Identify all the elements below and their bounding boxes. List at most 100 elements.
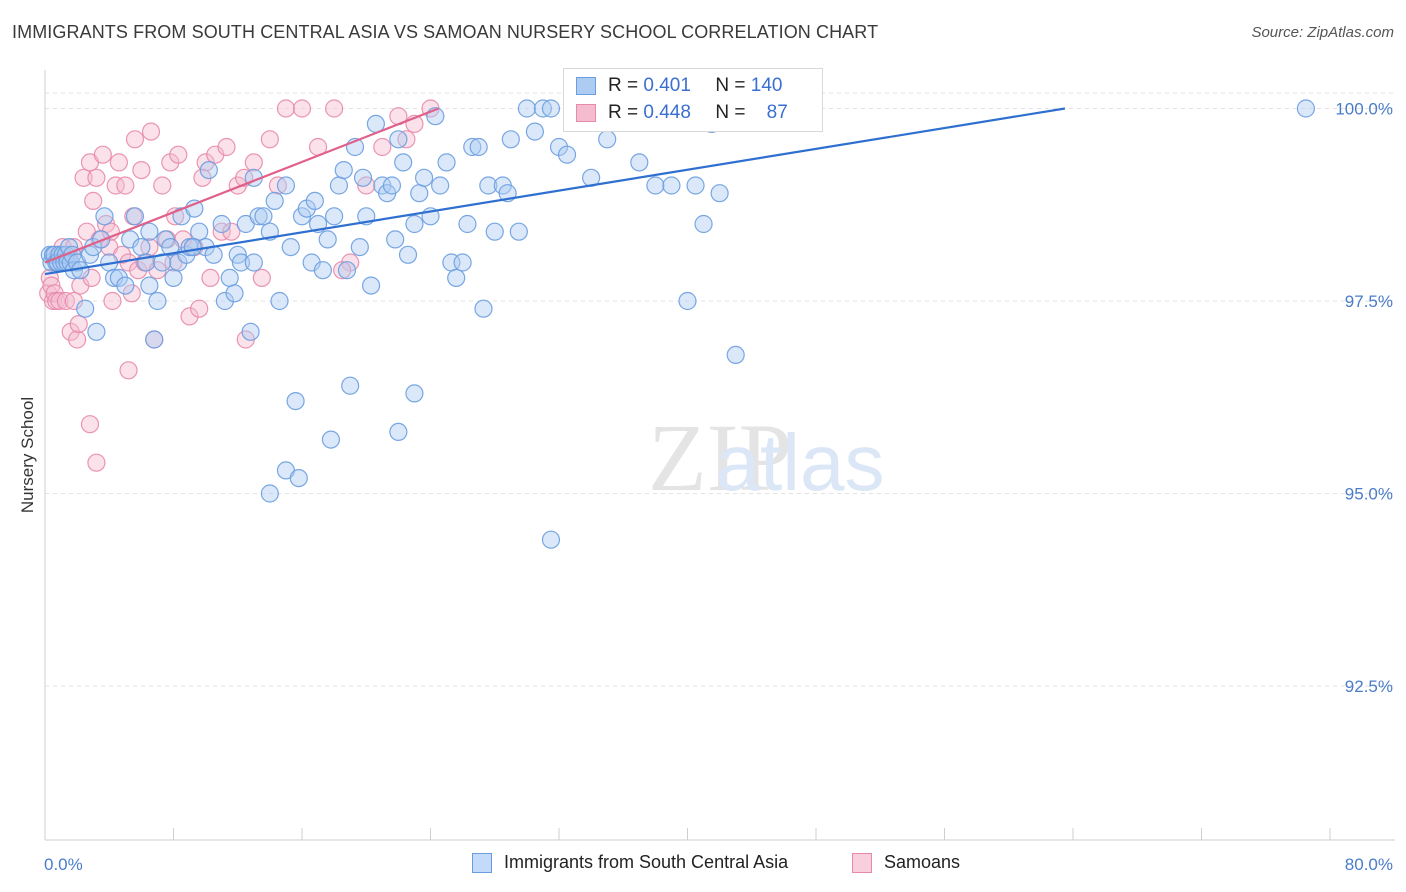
series-legend: Immigrants from South Central Asia Samoa…: [0, 852, 1406, 878]
point-samoan: [333, 261, 352, 280]
point-south-central-asia: [318, 230, 337, 249]
point-samoan: [141, 122, 161, 141]
point-south-central-asia: [140, 276, 159, 295]
point-south-central-asia: [289, 469, 308, 488]
correlation-legend: R = 0.401 N = 140 R = 0.448 N = 87: [563, 68, 823, 132]
point-south-central-asia: [382, 176, 402, 195]
point-south-central-asia: [276, 176, 296, 195]
point-samoan: [244, 153, 263, 172]
point-south-central-asia: [541, 530, 561, 549]
axes: [44, 70, 1395, 841]
point-south-central-asia: [437, 153, 456, 172]
point-south-central-asia: [414, 168, 434, 187]
series-samoans: [39, 99, 440, 472]
r-label-pink: R =: [608, 102, 639, 123]
point-samoan: [292, 99, 312, 118]
point-samoan: [103, 291, 122, 311]
point-south-central-asia: [541, 99, 561, 118]
point-south-central-asia: [148, 291, 167, 311]
point-south-central-asia: [87, 322, 106, 341]
point-south-central-asia: [474, 299, 493, 318]
point-south-central-asia: [447, 268, 466, 287]
point-south-central-asia: [212, 214, 231, 234]
point-samoan: [109, 153, 128, 172]
point-south-central-asia: [479, 176, 498, 195]
point-south-central-asia: [220, 268, 239, 287]
point-samoan: [84, 191, 103, 210]
n-value-pink: 87: [766, 102, 788, 123]
point-south-central-asia: [190, 222, 209, 241]
point-south-central-asia: [145, 330, 164, 349]
point-south-central-asia: [140, 222, 159, 241]
point-south-central-asia: [161, 238, 180, 257]
point-south-central-asia: [405, 384, 424, 403]
point-south-central-asia: [132, 238, 151, 257]
point-south-central-asia: [334, 161, 353, 180]
point-south-central-asia: [686, 176, 705, 195]
point-south-central-asia: [1296, 99, 1316, 118]
point-south-central-asia: [249, 207, 268, 226]
source-label: Source: ZipAtlas.com: [1251, 24, 1394, 41]
point-samoan: [169, 145, 188, 164]
point-south-central-asia: [630, 153, 649, 172]
point-south-central-asia: [270, 291, 289, 311]
point-south-central-asia: [646, 176, 665, 195]
point-south-central-asia: [353, 168, 373, 187]
legend-row-pink: R = 0.448 N = 87: [576, 101, 788, 125]
point-south-central-asia: [305, 191, 324, 210]
n-label-blue: N =: [715, 75, 746, 96]
legend-item-pink[interactable]: Samoans: [852, 852, 960, 873]
legend-label-pink: Samoans: [884, 852, 961, 872]
point-samoan: [166, 207, 185, 226]
point-south-central-asia: [517, 99, 536, 118]
point-samoan: [212, 222, 231, 241]
point-samoan: [125, 130, 145, 149]
point-south-central-asia: [405, 214, 424, 234]
point-samoan: [116, 176, 135, 195]
trend-line-blue: [44, 107, 1066, 276]
point-samoan: [50, 291, 69, 311]
point-south-central-asia: [231, 253, 251, 272]
legend-swatch-pink-bottom: [852, 852, 872, 873]
y-tick-label: 100.0%: [1335, 100, 1393, 119]
point-south-central-asia: [394, 153, 413, 172]
y-tick-labels: 92.5% 95.0% 97.5% 100.0%: [1335, 100, 1393, 697]
legend-row-blue: R = 0.401 N = 140: [576, 74, 782, 98]
n-label-pink: N =: [715, 102, 746, 123]
point-south-central-asia: [183, 238, 202, 257]
point-south-central-asia: [458, 214, 477, 234]
point-samoan: [190, 299, 209, 318]
point-samoan: [93, 145, 112, 164]
point-south-central-asia: [215, 291, 234, 311]
point-south-central-asia: [453, 253, 472, 272]
point-south-central-asia: [225, 284, 244, 303]
y-tick-label: 92.5%: [1345, 677, 1393, 696]
point-samoan: [132, 161, 151, 180]
point-south-central-asia: [726, 345, 745, 364]
y-tick-label: 97.5%: [1345, 292, 1393, 311]
point-south-central-asia: [185, 199, 204, 218]
point-samoan: [68, 330, 87, 349]
n-value-blue: 140: [750, 75, 783, 96]
point-south-central-asia: [204, 245, 223, 264]
point-south-central-asia: [501, 130, 520, 149]
chart-title: IMMIGRANTS FROM SOUTH CENTRAL ASIA VS SA…: [12, 22, 879, 42]
point-south-central-asia: [241, 322, 260, 341]
point-samoan: [276, 99, 296, 118]
point-south-central-asia: [525, 122, 545, 141]
point-south-central-asia: [463, 137, 482, 157]
point-samoan: [260, 130, 279, 149]
point-south-central-asia: [678, 291, 697, 311]
point-south-central-asia: [710, 184, 729, 203]
point-south-central-asia: [265, 191, 284, 210]
legend-item-blue[interactable]: Immigrants from South Central Asia: [472, 852, 788, 873]
point-south-central-asia: [694, 214, 713, 234]
point-samoan: [80, 415, 100, 434]
point-samoan: [201, 268, 220, 287]
point-samoan: [69, 315, 88, 334]
x-tick-label-max: 80.0%: [1345, 855, 1393, 874]
point-samoan: [74, 168, 93, 187]
point-south-central-asia: [116, 276, 135, 295]
point-south-central-asia: [321, 430, 341, 449]
